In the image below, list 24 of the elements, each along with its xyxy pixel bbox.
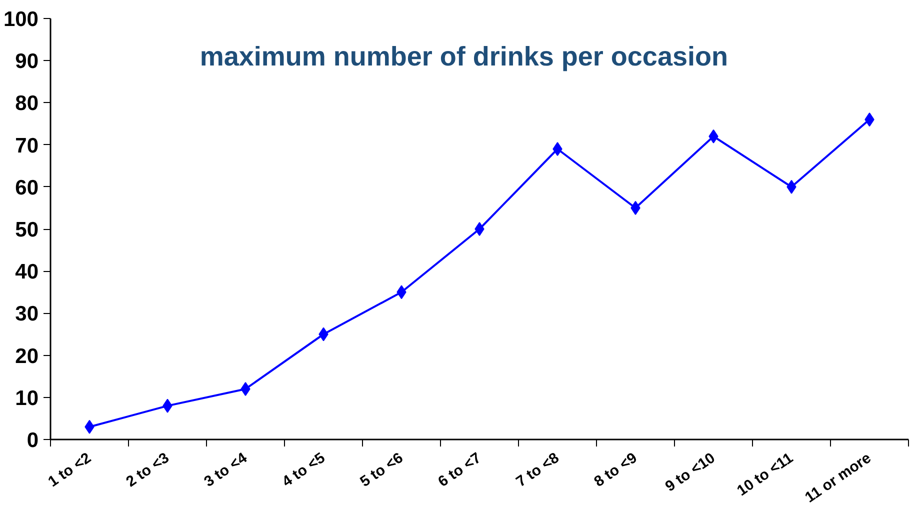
x-tick-label: 11 or more	[802, 450, 874, 506]
x-tick-label: 3 to <4	[201, 449, 251, 491]
x-tick-label: 6 to <7	[435, 450, 484, 491]
y-tick-label: 90	[15, 50, 38, 74]
x-tick-label: 9 to <10	[662, 450, 718, 496]
y-tick-label: 50	[15, 218, 38, 242]
y-tick-label: 0	[26, 429, 39, 452]
x-tick-label: 2 to <3	[123, 450, 172, 491]
y-tick-label: 80	[15, 92, 38, 116]
y-tick-label: 100	[3, 8, 39, 31]
x-tick-label: 1 to <2	[45, 450, 94, 491]
x-tick-label: 4 to <5	[279, 450, 328, 491]
x-tick-label: 7 to <8	[513, 450, 562, 491]
y-tick-label: 40	[15, 260, 38, 284]
y-tick-label: 20	[15, 344, 38, 368]
x-tick-label: 5 to <6	[357, 450, 406, 491]
y-tick-label: 10	[15, 386, 38, 410]
y-tick-label: 30	[15, 302, 38, 326]
y-tick-label: 70	[15, 134, 38, 158]
point	[474, 222, 484, 236]
x-tick-label: 8 to <9	[591, 450, 640, 491]
x-tick-label: 10 to <11	[734, 450, 796, 500]
text: maximum number of drinks per occasion	[200, 41, 728, 72]
y-tick-label: 60	[15, 176, 38, 200]
